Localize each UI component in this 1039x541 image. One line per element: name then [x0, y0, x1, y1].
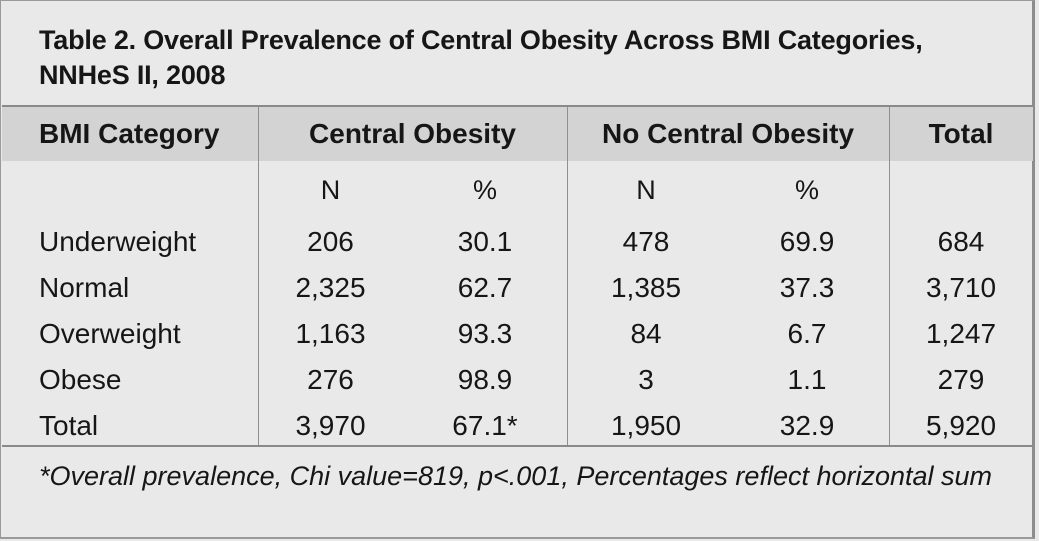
row-category: Normal — [39, 272, 130, 303]
rule-col-1 — [258, 107, 259, 445]
cell-nco-n: 1,385 — [610, 272, 682, 303]
table-row: Obese 276 98.9 3 1.1 279 — [2, 357, 1033, 403]
cell-co-n: 3,970 — [295, 410, 366, 441]
subheader-n: N — [636, 174, 656, 205]
cell-co-pct: 30.1 — [457, 226, 513, 257]
header-band — [2, 107, 1033, 161]
subheader-row: N % N % — [2, 161, 1033, 219]
table-title: Table 2. Overall Prevalence of Central O… — [39, 25, 923, 90]
header-row: BMI Category Central Obesity No Central … — [2, 107, 1033, 161]
row-category: Overweight — [39, 318, 181, 349]
cell-co-pct: 98.9 — [457, 364, 513, 395]
subheader-percent: % — [795, 174, 820, 205]
cell-nco-n: 3 — [638, 364, 654, 395]
cell-nco-n: 1,950 — [610, 410, 682, 441]
rule-bottom — [2, 445, 1033, 447]
cell-co-n: 1,163 — [295, 318, 366, 349]
cell-co-pct: 67.1* — [452, 410, 518, 441]
cell-nco-pct: 32.9 — [779, 410, 835, 441]
cell-nco-pct: 69.9 — [779, 226, 835, 257]
cell-co-pct: 93.3 — [457, 318, 513, 349]
table-row: Overweight 1,163 93.3 84 6.7 1,247 — [2, 311, 1033, 357]
cell-total: 684 — [937, 226, 985, 257]
header-bmi-category: BMI Category — [39, 118, 220, 149]
rule-col-2 — [567, 107, 568, 445]
cell-co-n: 276 — [307, 364, 354, 395]
cell-total: 1,247 — [925, 318, 997, 349]
table-row-total: Total 3,970 67.1* 1,950 32.9 5,920 — [2, 403, 1033, 449]
cell-nco-pct: 1.1 — [787, 364, 827, 395]
cell-co-n: 2,325 — [295, 272, 366, 303]
cell-total: 5,920 — [925, 410, 997, 441]
cell-co-pct: 62.7 — [457, 272, 513, 303]
cell-nco-pct: 6.7 — [787, 318, 827, 349]
row-category: Underweight — [39, 226, 197, 257]
table-footnote: *Overall prevalence, Chi value=819, p<.0… — [39, 461, 993, 491]
header-total: Total — [928, 118, 994, 149]
cell-total: 279 — [937, 364, 985, 395]
subheader-percent: % — [473, 174, 498, 205]
subheader-n: N — [320, 174, 341, 205]
rule-col-3 — [889, 107, 890, 445]
header-no-central-obesity: No Central Obesity — [601, 118, 855, 149]
rule-top — [2, 105, 1033, 107]
row-category: Total — [39, 410, 99, 441]
cell-nco-n: 84 — [630, 318, 662, 349]
cell-co-n: 206 — [307, 226, 354, 257]
subheader-empty — [889, 161, 1033, 219]
header-central-obesity: Central Obesity — [309, 118, 516, 149]
subheader-empty — [2, 161, 258, 219]
row-category: Obese — [39, 364, 122, 395]
cell-nco-n: 478 — [622, 226, 670, 257]
cell-total: 3,710 — [925, 272, 997, 303]
table-row: Normal 2,325 62.7 1,385 37.3 3,710 — [2, 265, 1033, 311]
data-table: BMI Category Central Obesity No Central … — [2, 107, 1033, 449]
table-row: Underweight 206 30.1 478 69.9 684 — [2, 219, 1033, 265]
cell-nco-pct: 37.3 — [779, 272, 835, 303]
